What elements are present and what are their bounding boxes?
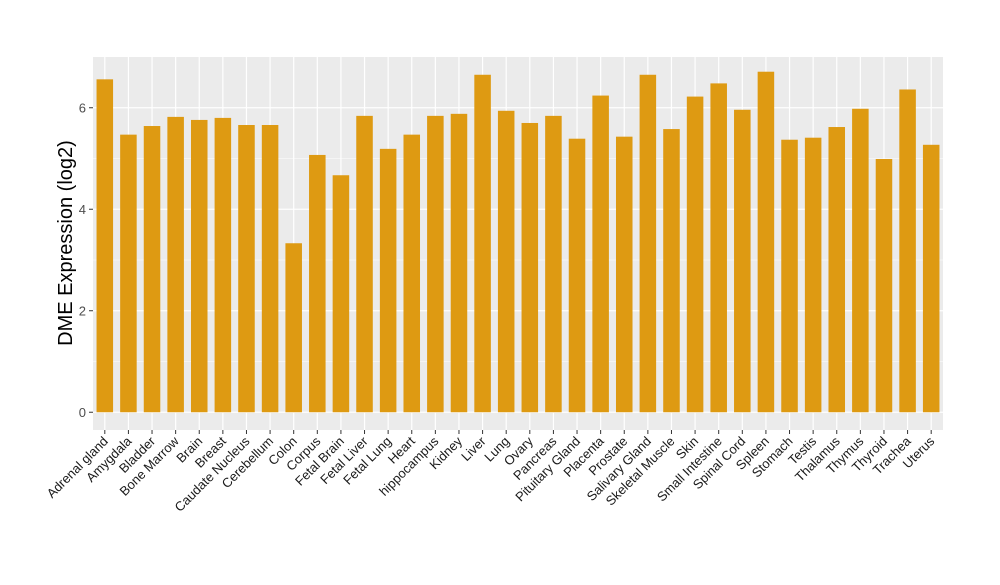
- y-axis: 0 2 4 6: [79, 101, 93, 420]
- y-tick-label: 2: [79, 304, 86, 319]
- bar-kidney: [450, 113, 468, 413]
- bar-fetal-liver: [356, 115, 373, 413]
- bar-spleen: [757, 71, 775, 413]
- bar-skin: [686, 96, 704, 413]
- bar-fetal-lung: [379, 148, 397, 413]
- bar-spinal-cord: [734, 109, 751, 413]
- bar-pancreas: [545, 115, 562, 413]
- y-tick-label: 4: [79, 202, 86, 217]
- bar-adrenal-gland: [96, 79, 114, 413]
- y-tick-label: 0: [79, 405, 86, 420]
- bar-bladder: [143, 126, 161, 413]
- bar-brain: [190, 119, 208, 413]
- bar-thyroid: [875, 159, 893, 413]
- bar-trachea: [899, 89, 916, 413]
- y-tick-label: 6: [79, 101, 86, 116]
- bar-placenta: [592, 95, 609, 413]
- bar-ovary: [521, 122, 539, 413]
- x-tick-label: Liver: [458, 433, 489, 464]
- bar-hippocampus: [427, 115, 444, 413]
- bars: [96, 71, 940, 413]
- bar-fetal-brain: [332, 175, 350, 413]
- bar-lung: [497, 110, 515, 413]
- bar-pituitary-gland: [568, 138, 586, 413]
- bar-thalamus: [828, 127, 846, 413]
- bar-bone-marrow: [167, 116, 184, 413]
- bar-cerebellum: [261, 125, 279, 413]
- bar-liver: [474, 74, 491, 413]
- bar-amygdala: [120, 134, 137, 413]
- bar-heart: [403, 134, 421, 413]
- bar-stomach: [781, 139, 798, 413]
- bar-skeletal-muscle: [663, 129, 680, 413]
- bar-salivary-gland: [639, 74, 657, 413]
- bar-colon: [285, 243, 302, 413]
- bar-caudate-nucleus: [238, 125, 255, 413]
- bar-prostate: [615, 136, 633, 413]
- bar-small-intestine: [710, 83, 727, 413]
- bar-uterus: [922, 144, 940, 413]
- bar-breast: [214, 117, 232, 413]
- plot-panel: [93, 57, 943, 430]
- y-axis-label: DME Expression (log2): [55, 140, 77, 346]
- bar-testis: [804, 137, 822, 413]
- bar-thymus: [852, 108, 869, 413]
- bar-corpus: [309, 154, 326, 413]
